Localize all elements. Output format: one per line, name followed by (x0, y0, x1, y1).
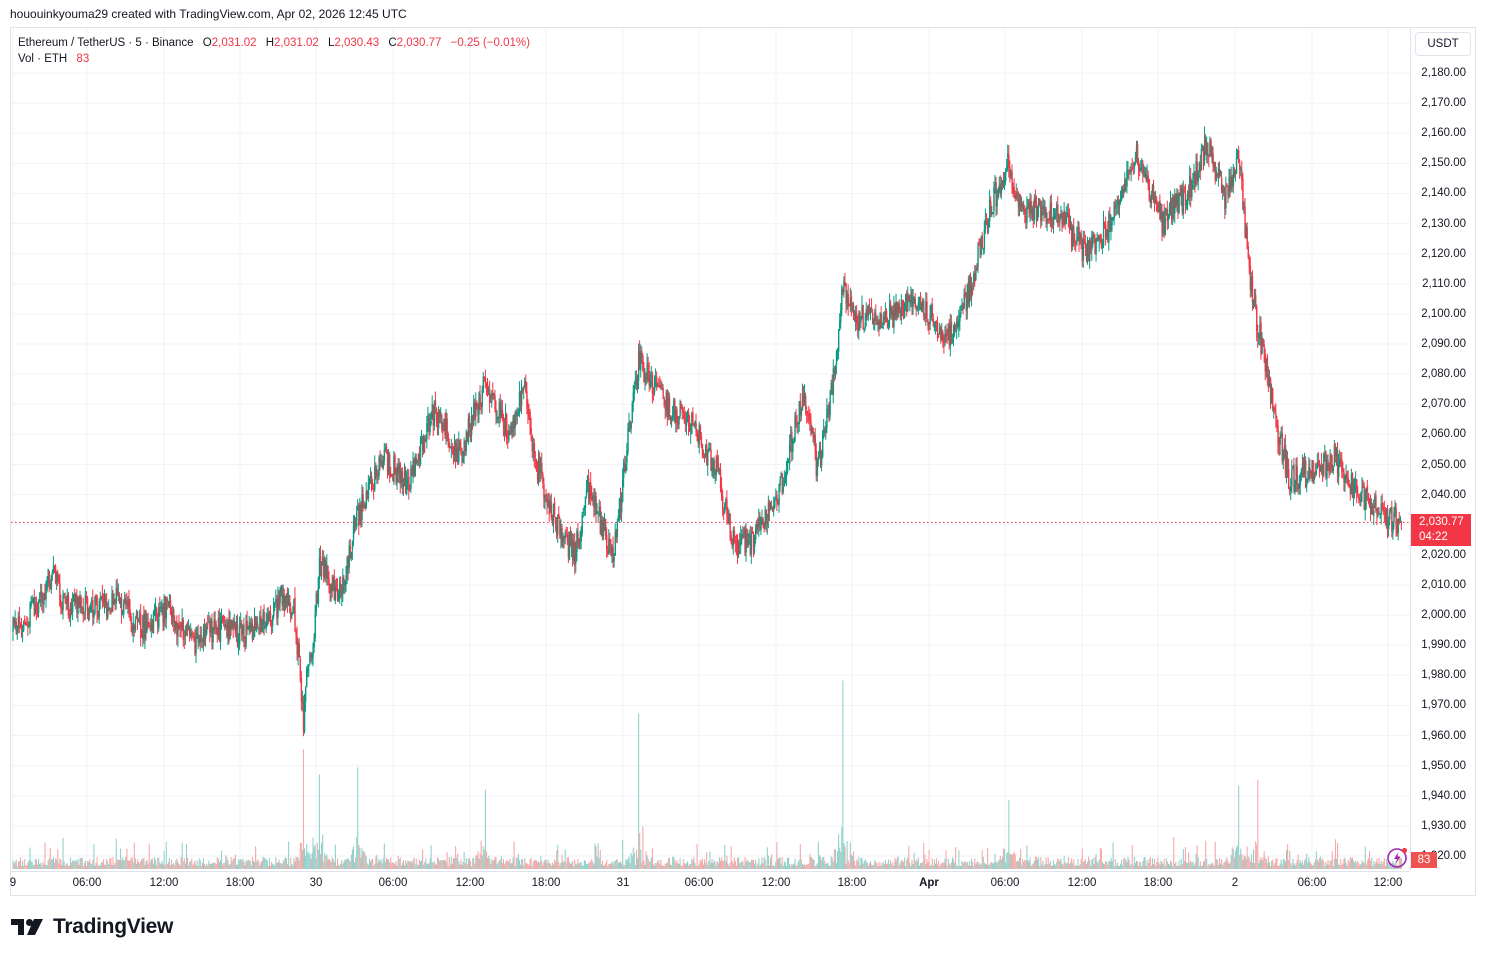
time-tick-label: 12:00 (1373, 877, 1403, 889)
price-tick-label: 2,040.00 (1421, 488, 1466, 501)
time-axis[interactable]: 9 06:00 12:00 18:00 30 06:00 12:00 18:00 31 06:00… (9, 871, 1410, 896)
time-tick-label: 12:00 (1067, 877, 1097, 889)
time-tick-label: 06:00 (1297, 877, 1327, 889)
price-tick-label: 2,120.00 (1421, 247, 1466, 260)
lightning-bolt-icon[interactable] (1386, 845, 1410, 869)
price-tick-label: 2,100.00 (1421, 307, 1466, 320)
price-tick-label: 1,990.00 (1421, 639, 1466, 652)
time-tick-label: 18:00 (837, 877, 867, 889)
price-tick-label: 2,160.00 (1421, 127, 1466, 140)
time-tick-label: 06:00 (72, 877, 102, 889)
price-axis[interactable]: 2,180.00 2,170.00 2,160.00 2,150.00 2,140.00… (1410, 28, 1476, 870)
ohlc-legend-row: Ethereum / TetherUS · 5 · Binance O2,031… (18, 35, 530, 51)
open-label: O (202, 37, 212, 49)
time-tick-label: 06:00 (684, 877, 714, 889)
price-chart-plot[interactable] (11, 28, 1410, 870)
time-tick-label: Apr (919, 877, 939, 889)
price-tick-label: 1,940.00 (1421, 789, 1466, 802)
price-tick-label: 2,150.00 (1421, 157, 1466, 170)
price-tick-label: 1,950.00 (1421, 759, 1466, 772)
symbol-title[interactable]: Ethereum / TetherUS · 5 · Binance (18, 37, 194, 49)
price-tick-label: 2,180.00 (1421, 67, 1466, 79)
time-tick-label: 18:00 (225, 877, 255, 889)
price-tick-label: 2,060.00 (1421, 428, 1466, 441)
low-label: L (327, 37, 335, 49)
time-tick-label: 9 (9, 877, 17, 889)
time-tick-label: 18:00 (1143, 877, 1173, 889)
time-tick-label: 12:00 (149, 877, 179, 889)
price-tick-label: 2,080.00 (1421, 368, 1466, 381)
price-tick-label: 2,000.00 (1421, 609, 1466, 622)
volume-legend-row: Vol · ETH 83 (18, 51, 530, 67)
time-tick-label: 12:00 (761, 877, 791, 889)
high-value: 2,031.02 (274, 37, 319, 49)
volume-axis-badge: 83 (1411, 852, 1437, 868)
close-value: 2,030.77 (396, 37, 442, 49)
price-tick-label: 2,090.00 (1421, 338, 1466, 351)
open-value: 2,031.02 (211, 37, 257, 49)
currency-button[interactable]: USDT (1415, 32, 1471, 56)
price-tick-label: 1,970.00 (1421, 699, 1466, 712)
price-tick-label: 2,050.00 (1421, 458, 1466, 471)
chart-frame (10, 27, 1476, 896)
price-tick-label: 1,980.00 (1421, 669, 1466, 682)
price-tick-label: 1,930.00 (1421, 819, 1466, 832)
time-tick-label: 30 (309, 877, 323, 889)
close-label: C (388, 37, 397, 49)
time-tick-label: 18:00 (531, 877, 561, 889)
candlestick-chart[interactable] (11, 28, 1410, 870)
tradingview-logo[interactable]: TradingView (11, 914, 173, 940)
price-tick-label: 2,020.00 (1421, 548, 1466, 561)
chart-legend: Ethereum / TetherUS · 5 · Binance O2,031… (18, 35, 530, 67)
price-tick-label: 2,010.00 (1421, 578, 1466, 591)
time-tick-label: 12:00 (455, 877, 485, 889)
price-tick-label: 2,110.00 (1422, 277, 1466, 290)
candles (12, 126, 1403, 737)
volume-value: 83 (76, 53, 90, 65)
tradingview-logo-icon (11, 919, 43, 935)
bar-countdown: 04:22 (1419, 531, 1448, 543)
low-value: 2,030.43 (334, 37, 380, 49)
price-tick-label: 1,960.00 (1421, 729, 1466, 742)
high-label: H (265, 37, 275, 49)
time-tick-label: 31 (616, 877, 630, 889)
price-tick-label: 2,130.00 (1421, 217, 1466, 230)
last-price-label: 2,030.77 04:22 (1411, 514, 1471, 546)
chart-attribution: hououinkyouma29 created with TradingView… (10, 7, 407, 21)
price-change: −0.25 (−0.01%) (450, 37, 530, 49)
tradingview-wordmark: TradingView (53, 915, 174, 938)
last-price-value: 2,030.77 (1419, 516, 1464, 528)
price-tick-label: 2,070.00 (1421, 398, 1466, 411)
time-tick-label: 2 (1231, 877, 1239, 889)
time-tick-label: 06:00 (378, 877, 408, 889)
time-tick-label: 06:00 (990, 877, 1020, 889)
volume-bars (12, 680, 1402, 869)
volume-indicator-title[interactable]: Vol · ETH (18, 53, 68, 65)
price-tick-label: 2,140.00 (1421, 187, 1466, 200)
price-tick-label: 2,170.00 (1421, 97, 1466, 110)
